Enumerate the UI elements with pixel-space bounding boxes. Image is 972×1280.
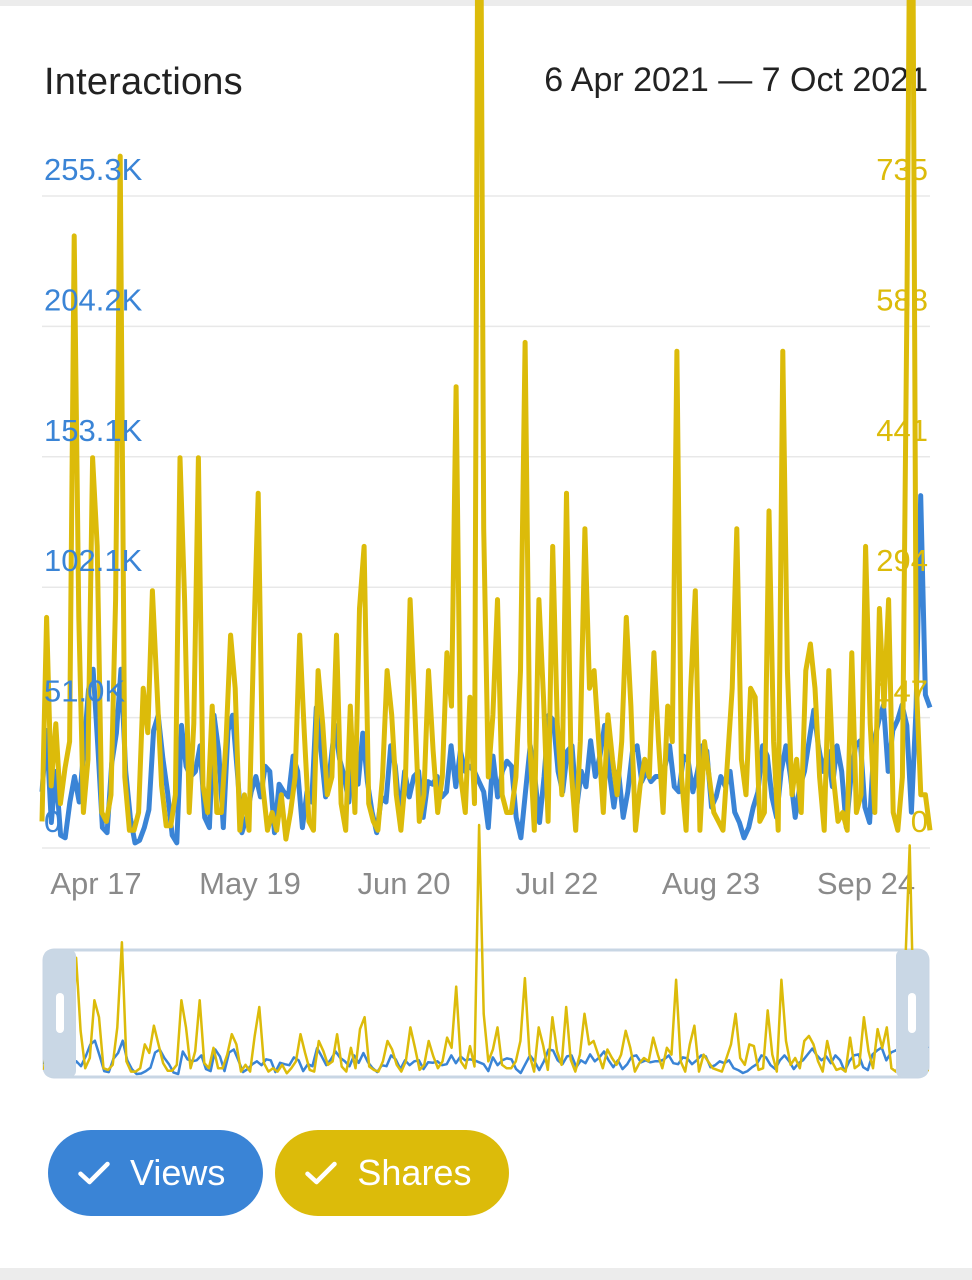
y-right-tick-label: 0 (911, 804, 928, 839)
y-left-tick-label: 204.2K (44, 282, 143, 317)
date-range[interactable]: 6 Apr 2021 — 7 Oct 2021 (544, 61, 928, 99)
shares-toggle-button[interactable]: Shares (275, 1130, 510, 1216)
navigator-line-shares (42, 823, 930, 1075)
chart-title: Interactions (44, 61, 243, 103)
range-navigator[interactable] (42, 823, 930, 1079)
y-right-tick-label: 294 (876, 543, 928, 578)
y-right-tick-label: 735 (876, 152, 928, 187)
y-right-tick-label: 147 (876, 674, 928, 709)
x-tick-label: Jun 20 (357, 866, 450, 901)
x-tick-label: Jul 22 (516, 866, 599, 901)
y-axis-right: 0 147 294 441 588 735 (876, 152, 928, 839)
x-tick-label: Aug 23 (662, 866, 760, 901)
views-toggle-button[interactable]: Views (48, 1130, 264, 1216)
views-toggle-label: Views (130, 1152, 226, 1193)
y-axis-left: 0 51.0K 102.1K 153.1K 204.2K 255.3K (44, 152, 143, 839)
x-tick-label: Sep 24 (817, 866, 915, 901)
check-icon (78, 1161, 110, 1185)
y-right-tick-label: 441 (876, 413, 928, 448)
y-left-tick-label: 153.1K (44, 413, 143, 448)
range-end-handle[interactable] (896, 950, 928, 1077)
range-start-handle[interactable] (44, 950, 76, 1077)
series-line-shares[interactable] (39, 0, 933, 842)
y-left-tick-label: 51.0K (44, 674, 125, 709)
y-left-tick-label: 102.1K (44, 543, 143, 578)
x-tick-label: May 19 (199, 866, 301, 901)
y-left-tick-label: 255.3K (44, 152, 143, 187)
y-left-tick-label: 0 (44, 804, 61, 839)
y-right-tick-label: 588 (876, 282, 928, 317)
x-tick-label: Apr 17 (50, 866, 141, 901)
shares-toggle-label: Shares (357, 1152, 472, 1193)
series-toggles: Views Shares (48, 1130, 510, 1216)
plot-lines[interactable] (39, 0, 933, 846)
x-axis: Apr 17 May 19 Jun 20 Jul 22 Aug 23 Sep 24 (50, 866, 915, 901)
check-icon (305, 1161, 338, 1185)
